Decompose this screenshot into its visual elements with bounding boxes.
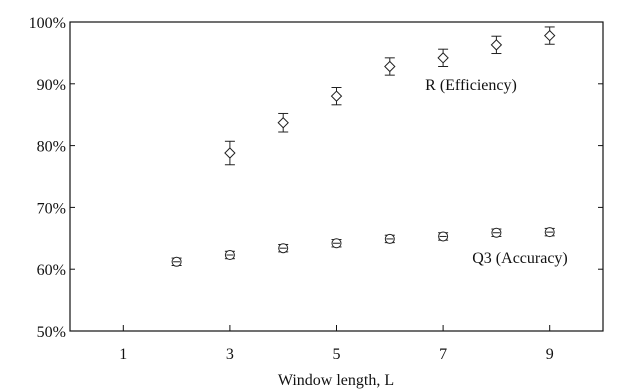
y-tick-label: 70% — [37, 200, 66, 217]
data-point — [224, 147, 236, 159]
data-point — [437, 52, 449, 64]
y-tick-label: 80% — [37, 139, 66, 156]
data-point — [277, 117, 289, 129]
series-1 — [171, 227, 555, 267]
axis-ticks — [70, 21, 603, 332]
tick-labels: 50% 60% 70% 80% 90% 100% 1 3 5 7 9 — [29, 15, 554, 363]
x-tick-label: 3 — [226, 346, 234, 363]
data-point — [543, 29, 556, 42]
y-tick-label: 50% — [37, 324, 66, 341]
y-tick-label: 100% — [29, 15, 66, 32]
data-point — [330, 90, 343, 102]
data-point — [490, 39, 503, 51]
x-tick-label: 5 — [333, 346, 341, 363]
series-layer — [171, 26, 556, 267]
x-tick-label: 9 — [546, 346, 554, 363]
plot-frame — [69, 21, 604, 332]
series-label-accuracy: Q3 (Accuracy) — [472, 250, 568, 267]
series-label-efficiency: R (Efficiency) — [425, 77, 517, 94]
x-tick-label: 7 — [439, 346, 447, 363]
series-0 — [224, 26, 556, 166]
y-tick-label: 90% — [37, 77, 66, 94]
y-tick-label: 60% — [37, 262, 66, 279]
x-tick-label: 1 — [119, 346, 127, 363]
data-point — [384, 60, 396, 73]
x-axis-title: Window length, L — [278, 372, 394, 389]
